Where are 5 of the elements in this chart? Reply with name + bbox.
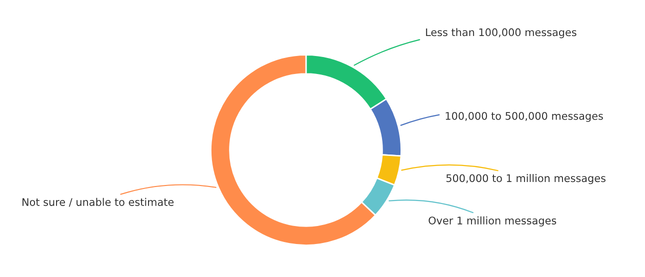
slice-label: 500,000 to 1 million messages xyxy=(446,174,606,184)
slice-label: Not sure / unable to estimate xyxy=(22,198,174,207)
slice-label: Less than 100,000 messages xyxy=(426,28,576,38)
slice-label: Over 1 million messages xyxy=(428,216,556,226)
slice-label: 100,000 to 500,000 messages xyxy=(446,112,603,122)
